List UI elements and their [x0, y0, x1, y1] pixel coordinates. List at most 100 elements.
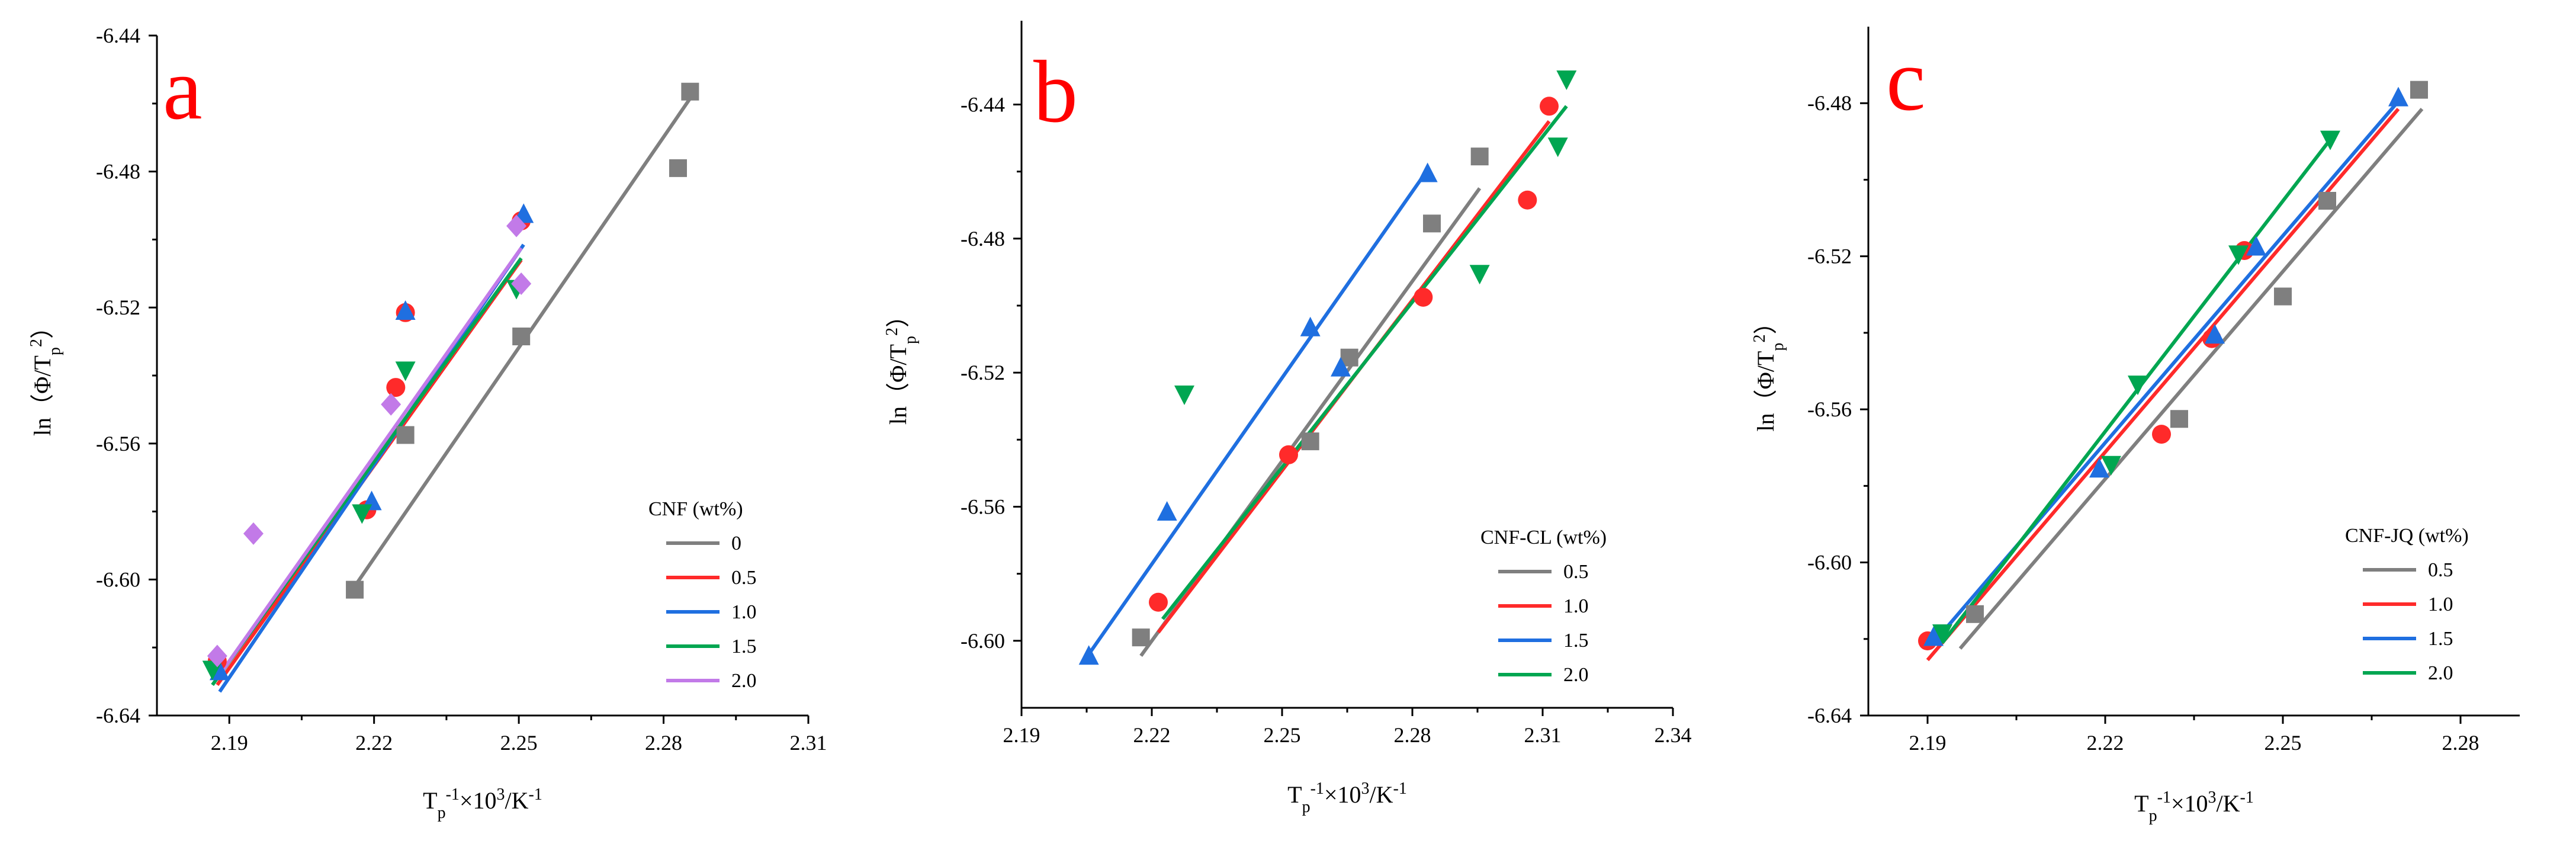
- y-tick-label: -6.52: [961, 361, 1005, 384]
- y-tick-label: -6.56: [961, 495, 1005, 518]
- data-point-1.5: [2246, 236, 2266, 256]
- x-tick-label: 2.22: [1133, 723, 1171, 747]
- x-axis-label: Tp-1×103/K-1: [423, 785, 542, 822]
- data-point-1.5: [2388, 86, 2408, 107]
- data-point-2.0: [2128, 376, 2148, 396]
- data-point-1.5: [2205, 324, 2225, 344]
- data-point-2.0: [1547, 137, 1568, 158]
- data-point-1.0: [2152, 425, 2171, 444]
- legend-label: 0.5: [731, 567, 757, 589]
- panel-letter: c: [1886, 31, 1926, 129]
- legend-label: 2.0: [731, 670, 757, 692]
- data-point-1.0: [1540, 97, 1559, 116]
- data-point-2.0: [506, 214, 527, 238]
- panel-letter: a: [163, 40, 203, 138]
- x-axis-label: Tp-1×103/K-1: [2134, 788, 2254, 825]
- legend-title: CNF-JQ (wt%): [2345, 525, 2469, 547]
- legend-label: 0: [731, 532, 741, 554]
- data-point-0.5: [1423, 214, 1441, 233]
- legend-label: 1.5: [731, 636, 757, 657]
- fit-line-0.5: [1139, 187, 1482, 657]
- data-point-1.0: [1279, 445, 1298, 464]
- x-tick-label: 2.31: [790, 731, 827, 755]
- fit-line-1.5: [1087, 169, 1430, 656]
- data-point-1.5: [352, 504, 372, 524]
- chart-panel-b: 2.19 2.22 2.25 2.28 2.31 2.34 -6.60 -6.56 -6.52 -…: [883, 21, 1692, 816]
- x-tick-label: 2.22: [2087, 731, 2124, 755]
- data-point-0.5: [1470, 147, 1489, 166]
- x-tick-label: 2.25: [1264, 723, 1301, 747]
- legend-label: 2.0: [2428, 662, 2453, 684]
- y-tick-label: -6.64: [96, 704, 140, 727]
- data-point-1.5: [1300, 316, 1321, 336]
- x-tick-label: 2.19: [1909, 731, 1947, 755]
- y-tick-label: -6.60: [96, 567, 140, 591]
- data-point-0.5: [1966, 605, 1984, 623]
- legend-label: 1.0: [731, 601, 757, 623]
- y-tick-label: -6.60: [1807, 551, 1852, 575]
- fit-line-0.5: [1958, 107, 2424, 650]
- data-point-2.0: [243, 522, 264, 545]
- x-tick-label: 2.25: [500, 731, 538, 755]
- data-point-2.0: [2228, 245, 2249, 265]
- data-point-2.0: [381, 393, 402, 416]
- data-point-0.5: [386, 378, 406, 397]
- legend-label: 1.0: [2428, 593, 2453, 615]
- y-tick-label: -6.48: [1807, 91, 1852, 115]
- x-tick-label: 2.22: [355, 731, 393, 755]
- chart-panel-a: 2.19 2.22 2.25 2.28 2.31 -6.64 -6.60 -6.56 -6.52…: [27, 24, 827, 822]
- data-point-0: [396, 426, 415, 444]
- y-tick-label: -6.52: [96, 296, 140, 319]
- x-tick-label: 2.19: [1003, 723, 1040, 747]
- data-point-1.5: [1923, 626, 1944, 646]
- data-point-2.0: [1174, 385, 1194, 405]
- data-point-2.0: [207, 644, 227, 668]
- data-point-0.5: [2318, 191, 2336, 210]
- y-tick-label: -6.48: [96, 160, 140, 184]
- data-point-2.0: [2320, 130, 2340, 150]
- fit-line-2.0: [216, 247, 523, 679]
- legend-label: 1.5: [1563, 630, 1589, 652]
- data-point-1.5: [1331, 357, 1351, 377]
- y-tick-label: -6.52: [1807, 245, 1852, 268]
- y-tick-label: -6.44: [961, 92, 1005, 116]
- legend-label: 0.5: [1563, 561, 1589, 583]
- data-point-1.5: [1078, 645, 1099, 665]
- x-tick-label: 2.31: [1524, 723, 1562, 747]
- data-point-0: [669, 159, 687, 177]
- data-point-1.5: [1417, 162, 1438, 182]
- x-axis-label: Tp-1×103/K-1: [1287, 779, 1407, 816]
- x-tick-label: 2.28: [2442, 731, 2479, 755]
- x-tick-label: 2.28: [1394, 723, 1431, 747]
- x-tick-label: 2.19: [211, 731, 248, 755]
- data-point-0.5: [1301, 432, 1319, 451]
- data-point-1.0: [1414, 287, 1433, 307]
- y-axis-label: ln（Φ/Tp2）: [27, 315, 64, 436]
- data-point-1.5: [395, 361, 416, 381]
- y-tick-label: -6.48: [961, 227, 1005, 251]
- data-point-1.5: [1157, 500, 1177, 521]
- data-point-0: [346, 580, 364, 599]
- y-tick-label: -6.56: [96, 432, 140, 455]
- legend-label: 1.5: [2428, 628, 2453, 650]
- panel-letter: b: [1033, 43, 1078, 141]
- data-point-2.0: [1556, 70, 1577, 91]
- data-point-2.0: [2101, 455, 2121, 476]
- y-tick-label: -6.64: [1807, 704, 1852, 727]
- data-point-0.5: [2170, 410, 2188, 428]
- y-tick-label: -6.60: [961, 629, 1005, 653]
- legend-label: 1.0: [1563, 595, 1589, 617]
- data-point-1.0: [1518, 190, 1537, 210]
- y-tick-label: -6.44: [96, 24, 140, 47]
- data-point-0: [512, 327, 531, 345]
- data-point-1.0: [395, 300, 416, 320]
- legend-label: 0.5: [2428, 559, 2453, 581]
- legend-title: CNF (wt%): [648, 498, 743, 520]
- fit-line-2.0: [1161, 105, 1568, 620]
- x-tick-label: 2.25: [2265, 731, 2302, 755]
- data-point-2.0: [511, 272, 532, 296]
- data-point-1.5: [2089, 458, 2109, 478]
- x-tick-label: 2.34: [1655, 723, 1692, 747]
- legend-title: CNF-CL (wt%): [1480, 527, 1607, 548]
